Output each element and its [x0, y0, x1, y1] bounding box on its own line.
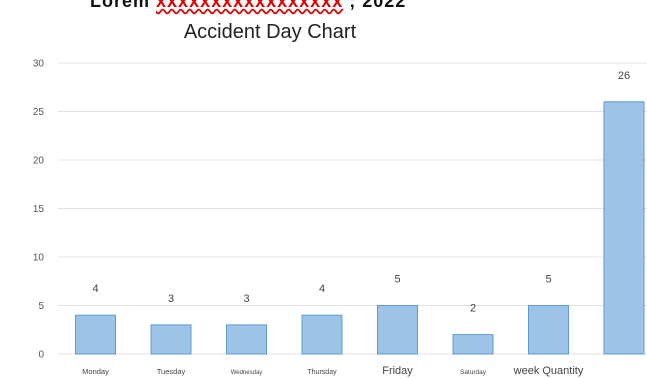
bar [301, 314, 343, 355]
x-category-label: Tuesday [157, 367, 186, 376]
data-label: 3 [168, 293, 174, 305]
bar [75, 314, 116, 355]
y-tick-label: 0 [38, 350, 44, 361]
x-category-label: Monday [82, 367, 109, 376]
y-tick-label: 5 [38, 301, 44, 312]
y-tick-label: 20 [33, 156, 45, 167]
data-labels: 4 3 3 4 5 2 5 26 [92, 70, 630, 315]
y-axis-ticks: 0 5 10 15 20 25 30 [33, 59, 45, 361]
cropped-heading-fragment: Lorem xxxxxxxxxxxxxxxxx ; 2022 [90, 0, 406, 12]
cropped-heading-suffix: ; 2022 [349, 0, 407, 11]
y-tick-label: 30 [33, 59, 45, 70]
bar [528, 305, 569, 355]
bars [75, 101, 645, 355]
x-category-label: Friday [382, 365, 413, 377]
bar [150, 324, 192, 355]
bar [452, 334, 494, 355]
x-category-label: Wednesday [231, 370, 263, 376]
data-label: 5 [394, 274, 400, 286]
y-tick-label: 25 [33, 107, 45, 118]
data-label: 5 [545, 274, 551, 286]
bar [603, 101, 645, 355]
x-category-label: Thursday [307, 369, 337, 376]
x-axis-categories: Monday Tuesday Wednesday Thursday Friday Satu… [82, 365, 584, 377]
y-tick-label: 15 [33, 204, 45, 215]
data-label: 3 [243, 293, 249, 305]
bar [226, 324, 267, 355]
data-label: 4 [319, 283, 325, 295]
chart-title: Accident Day Chart [183, 21, 357, 43]
data-label: 26 [618, 70, 630, 82]
data-label: 2 [470, 303, 476, 315]
cropped-heading-underlined-text: xxxxxxxxxxxxxxxxx [156, 0, 344, 11]
data-label: 4 [92, 283, 98, 295]
x-category-label: week Quantity [513, 365, 584, 377]
cropped-heading-prefix: Lorem [90, 0, 151, 11]
bar [377, 305, 418, 355]
y-tick-label: 10 [33, 253, 45, 264]
x-category-label: Saturday [460, 369, 487, 376]
